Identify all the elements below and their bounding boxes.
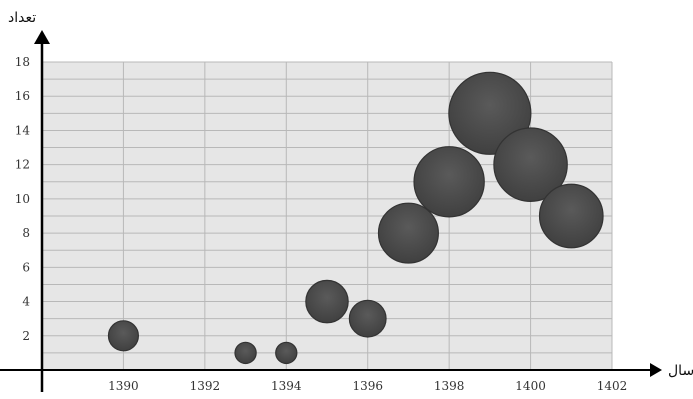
bubble-point bbox=[377, 202, 439, 264]
x-tick-label: 1394 bbox=[271, 379, 302, 393]
y-axis-title: تعداد bbox=[8, 10, 36, 26]
y-axis-arrow bbox=[34, 30, 50, 44]
bubble-point bbox=[305, 279, 349, 324]
bubble-point bbox=[413, 146, 485, 218]
y-tick-label: 2 bbox=[22, 329, 30, 343]
x-axis-title: سال bbox=[668, 363, 693, 379]
y-tick-label: 10 bbox=[15, 192, 30, 206]
y-tick-label: 16 bbox=[15, 89, 30, 103]
bubble-point bbox=[275, 341, 298, 365]
x-tick-label: 1392 bbox=[190, 379, 221, 393]
x-axis-arrow bbox=[650, 363, 662, 377]
x-tick-label: 1398 bbox=[434, 379, 465, 393]
bubble-point bbox=[348, 299, 387, 338]
tick-labels: 2 4 6 8 10 12 14 16 18 1390 1392 1394 1396 1398 1400 14… bbox=[15, 55, 628, 393]
axes bbox=[0, 30, 662, 392]
bubbles bbox=[107, 71, 604, 365]
y-tick-label: 12 bbox=[15, 158, 30, 172]
bubble-point bbox=[234, 341, 257, 365]
y-tick-label: 8 bbox=[22, 226, 30, 240]
bubble-point bbox=[538, 183, 604, 249]
bubble-point bbox=[493, 127, 568, 202]
x-tick-label: 1396 bbox=[352, 379, 383, 393]
x-tick-label: 1400 bbox=[515, 379, 546, 393]
bubble-point bbox=[107, 320, 139, 352]
y-tick-label: 4 bbox=[22, 295, 30, 309]
y-tick-label: 18 bbox=[15, 55, 30, 69]
y-tick-label: 14 bbox=[15, 123, 31, 137]
y-tick-label: 6 bbox=[22, 260, 30, 274]
x-tick-label: 1402 bbox=[597, 379, 628, 393]
x-tick-label: 1390 bbox=[108, 379, 139, 393]
